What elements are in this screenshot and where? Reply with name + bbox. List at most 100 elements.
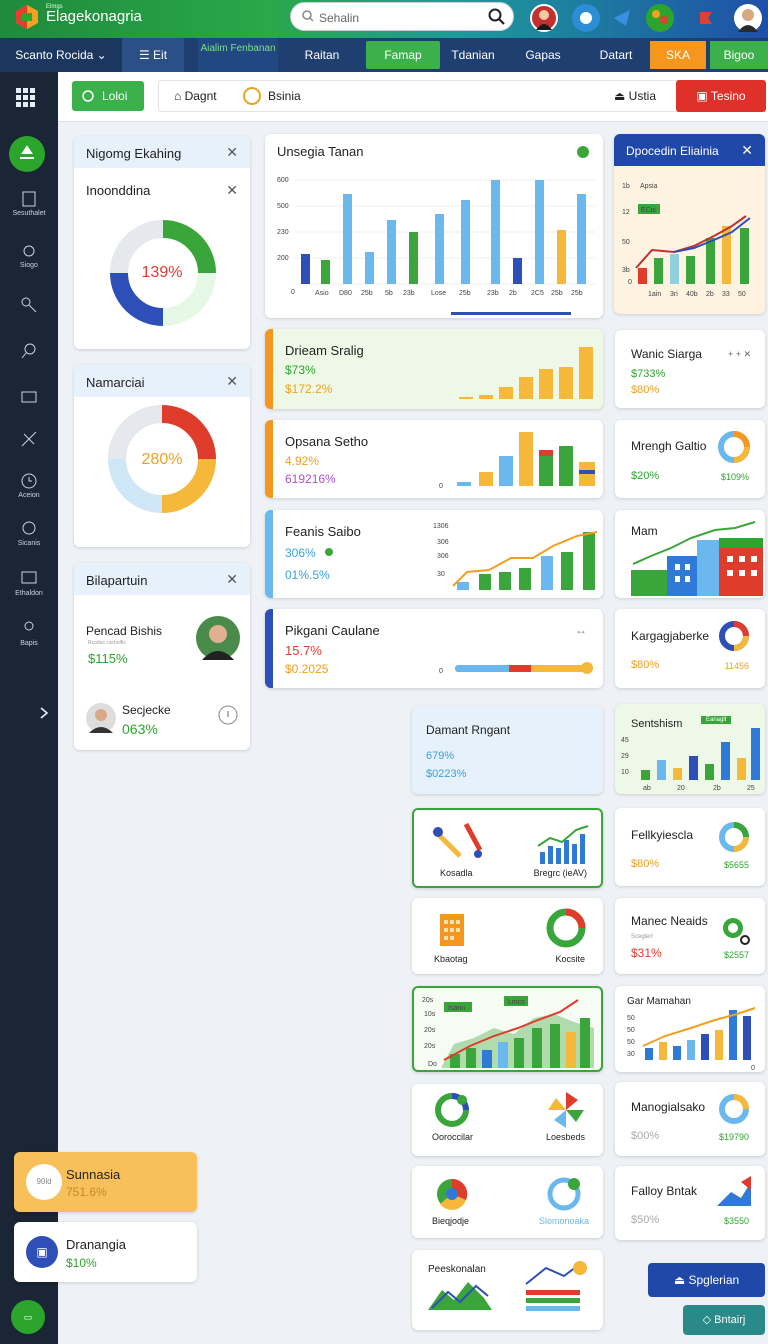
bottom-action-button[interactable]: ◇ Bntairj [683,1305,765,1335]
apps-icon[interactable] [646,4,674,32]
tools-card[interactable]: Kosadla Bregrc (ieAV) [412,808,603,888]
sidebar-item-9[interactable]: Ethaldon [0,570,58,597]
metric-value: $73% [285,363,316,377]
sidebar-item-6[interactable] [0,430,58,450]
scroll-thumb[interactable] [451,312,571,315]
sidebar-item-7[interactable]: Aceion [0,472,58,499]
export-button[interactable]: ▣ Tesino [676,80,766,112]
nav-datart[interactable]: Datart [599,48,633,62]
search-box[interactable]: Sehalin [290,2,514,31]
sidebar-item-10[interactable]: Bapis [0,620,58,647]
nav-ska[interactable]: SKA [650,41,706,69]
icons-card-1[interactable]: Ooroccilar Loesbeds [412,1084,603,1156]
bar [645,1048,653,1060]
close-icon[interactable]: ✕ [226,182,238,198]
bar [387,220,396,284]
nav-gapas[interactable]: Gapas [525,48,561,62]
icons-card-2[interactable]: Bieqjodje Slomonoaka [412,1166,603,1238]
nav-bigoo[interactable]: Bigoo [710,41,768,69]
sidebar-bottom-icon[interactable]: ▭ [11,1300,45,1334]
bar [657,760,666,780]
progress-marker [509,665,531,672]
area-chart-card[interactable]: 20s 10s 20s 20s Do Isann Lmcs [412,986,603,1072]
search-icon [302,10,314,22]
send-icon[interactable] [608,4,636,32]
expand-icon[interactable]: ↔ [575,623,587,637]
nav-edit[interactable]: ☰ Eit [122,38,184,72]
nav-raitan[interactable]: Raitan [304,48,340,62]
speaker-button-label: Spglerian [688,1273,740,1287]
stat-value: $31% [631,946,662,960]
combo-card-gar: Gar Mamahan 50 50 50 30 0 [615,986,765,1072]
legend-label: Lmcs [508,999,525,1006]
bar [343,194,352,284]
sidebar-item-2[interactable]: Siogo [0,242,58,269]
nav-aialim[interactable]: Aialim Fenbanan [198,38,278,72]
home-icon[interactable] [9,136,45,172]
profile-avatar-icon[interactable] [530,4,558,32]
sidebar-item-5[interactable] [0,388,58,408]
calendar-card[interactable]: Kbaotag Kocsite [412,898,603,974]
card-title: Dranangia [66,1237,126,1252]
donut-icon [719,621,749,651]
bar [479,472,493,486]
progress-slider[interactable]: 0 [439,659,603,679]
magnifier-icon[interactable] [487,7,507,27]
y-tick: 20s [424,1043,436,1050]
close-icon[interactable]: ✕ [741,142,753,158]
bar [740,228,749,284]
close-icon[interactable]: ✕ [226,144,238,160]
pin-icon [21,343,36,359]
sidebar-label-9: Ethaldon [15,590,43,597]
more-icon[interactable]: + + ✕ [727,349,751,359]
x-tick: 50 [738,291,746,298]
sidebar-item-8[interactable]: Sicanis [0,520,58,547]
bar [689,756,698,780]
sidebar-item-3[interactable] [0,296,58,316]
trend-line [635,215,747,269]
circle-tab-icon [243,87,261,105]
sidebar-item-4[interactable] [0,342,58,362]
nav-tdanian[interactable]: Tdanian [451,48,495,62]
slider-handle[interactable] [581,662,593,674]
close-icon[interactable]: ✕ [226,373,238,389]
close-icon[interactable]: ✕ [226,571,238,587]
metric-value: 619216% [285,472,336,486]
metric-card-5: Damant Rngant 679% $0223% [412,706,603,794]
speaker-button[interactable]: ⏏ Spglerian [648,1263,765,1297]
notification-icon[interactable] [572,4,600,32]
summary-card-2: ▣ Dranangia $10% [14,1222,197,1282]
stat-card-fel: Fellkyiescla $80% $5655 [615,808,765,886]
chevron-right-icon[interactable] [38,706,50,720]
x-tick: 25 [747,785,755,792]
y-tick: 1b [622,183,630,190]
y-tick: 230 [277,229,289,236]
primary-button[interactable]: Loloi [72,81,144,111]
tile-label: Bieqjodje [432,1216,470,1226]
icons-card-3[interactable]: Peeskonalan [412,1250,603,1330]
user-avatar-icon[interactable] [734,4,762,32]
brand-tagline: Elmgs [46,4,63,10]
bar [583,532,595,590]
card-title: Opsana Setho [285,434,369,449]
grid-menu-icon[interactable] [16,88,36,108]
bar [513,258,522,284]
bar [550,1024,560,1068]
tab-dagnt[interactable]: ⌂ Dagnt [174,89,217,103]
tools-icon [432,822,483,858]
x-tick: 23b [403,290,415,297]
tab-bsinia[interactable]: Bsinia [268,89,301,103]
card-title: Namarciai [74,365,250,397]
bar [519,377,533,399]
search-input[interactable]: Sehalin [319,11,360,25]
flag-icon[interactable] [692,4,720,32]
refresh-cycle-icon [435,1093,469,1127]
info-icon[interactable] [218,705,238,725]
user-button[interactable]: ⏏ Ustia [614,89,657,103]
calendar-icon [440,914,464,946]
bar [479,574,491,590]
nav-workspace-dropdown[interactable]: Scanto Rocida ⌄ [0,38,122,72]
nav-famap[interactable]: Famap [366,41,440,69]
donut-icon [719,1094,749,1124]
sidebar-item-1[interactable]: Sesuthalet [0,190,58,217]
